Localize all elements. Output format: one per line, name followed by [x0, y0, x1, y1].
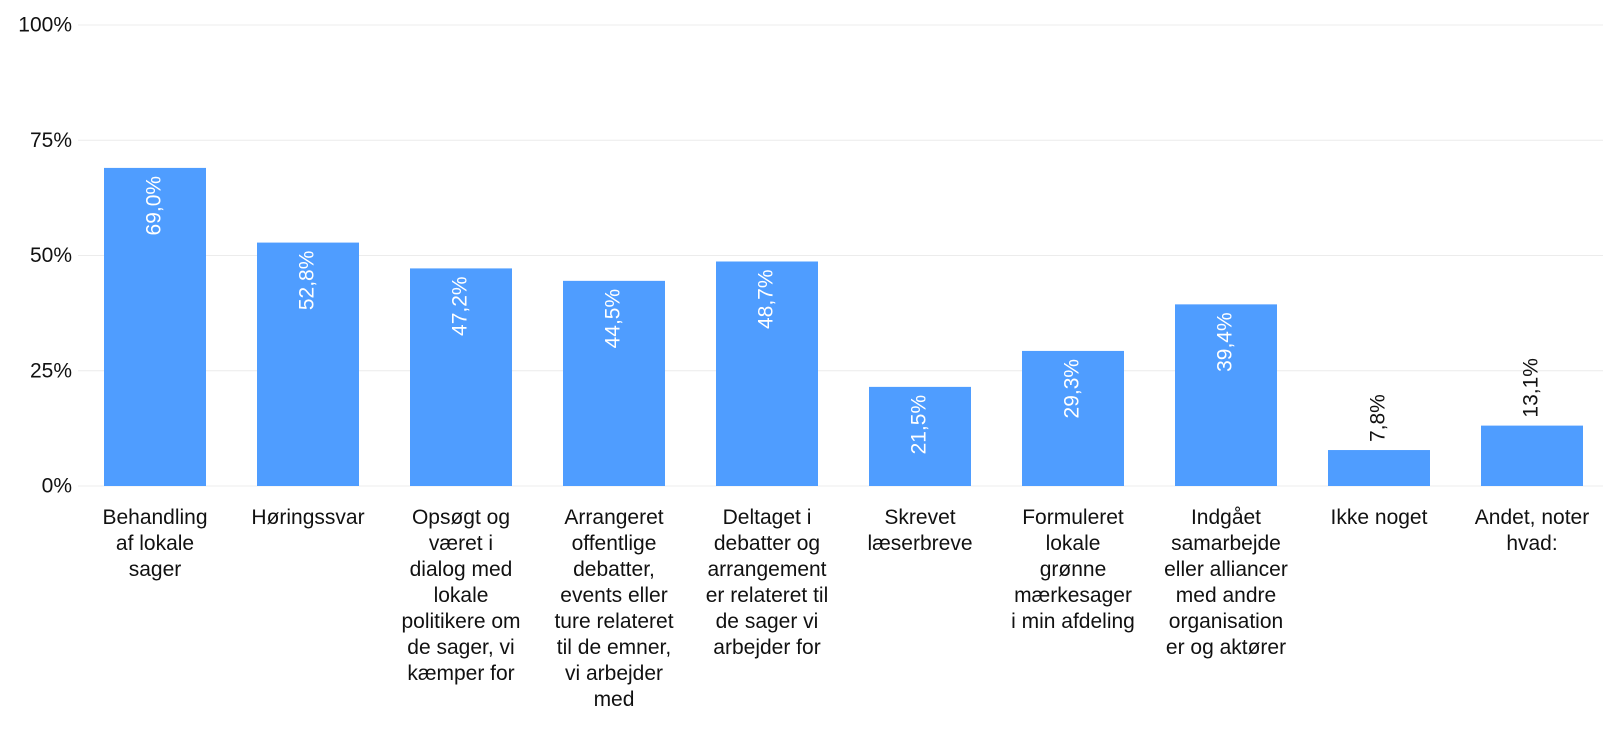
category-label: Indgået samarbejde eller alliancer med a… — [1164, 506, 1288, 659]
y-tick-label: 0% — [42, 475, 72, 498]
y-tick-label: 50% — [30, 244, 72, 267]
category-label: Formuleret lokale grønne mærkesager i mi… — [1011, 506, 1135, 633]
category-label: Deltaget i debatter og arrangementer rel… — [705, 506, 829, 659]
bar — [1175, 304, 1277, 486]
data-label: 7,8% — [1367, 394, 1390, 442]
y-tick-label: 75% — [30, 129, 72, 152]
y-tick-label: 25% — [30, 359, 72, 382]
y-tick-label: 100% — [18, 14, 72, 37]
data-label: 39,4% — [1214, 312, 1237, 372]
data-label: 69,0% — [143, 176, 166, 236]
data-label: 48,7% — [755, 269, 778, 329]
bar — [869, 386, 971, 486]
category-label: Arrangeret offentlige debatter, events e… — [554, 506, 674, 711]
data-label: 29,3% — [1061, 359, 1084, 419]
data-label: 21,5% — [908, 395, 931, 455]
bar — [563, 280, 665, 486]
data-label: 52,8% — [296, 251, 319, 311]
bar — [104, 167, 206, 486]
data-label: 44,5% — [602, 289, 625, 349]
bar — [257, 242, 359, 486]
category-label: Opsøgt og været i dialog med lokale poli… — [401, 506, 521, 685]
bar — [1328, 450, 1430, 486]
category-label: Ikke noget — [1330, 506, 1428, 529]
category-label: Behandling af lokale sager — [102, 506, 208, 581]
category-label: Andet, noter hvad: — [1474, 506, 1590, 555]
data-label: 13,1% — [1520, 358, 1543, 418]
bar — [1481, 425, 1583, 486]
data-label: 47,2% — [449, 276, 472, 336]
bar — [410, 268, 512, 486]
bar — [1022, 350, 1124, 486]
category-label: Skrevet læserbreve — [867, 506, 973, 555]
category-label: Høringssvar — [251, 506, 365, 529]
bar — [716, 261, 818, 486]
